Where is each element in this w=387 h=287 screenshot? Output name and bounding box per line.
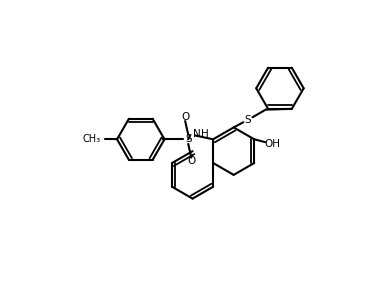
Text: N: N: [193, 129, 201, 139]
Text: H: H: [200, 129, 208, 139]
Text: O: O: [181, 112, 189, 122]
Text: OH: OH: [264, 139, 280, 149]
Text: CH₃: CH₃: [82, 134, 101, 144]
Text: S: S: [245, 115, 251, 125]
Text: S: S: [185, 134, 192, 144]
Text: O: O: [187, 156, 195, 166]
